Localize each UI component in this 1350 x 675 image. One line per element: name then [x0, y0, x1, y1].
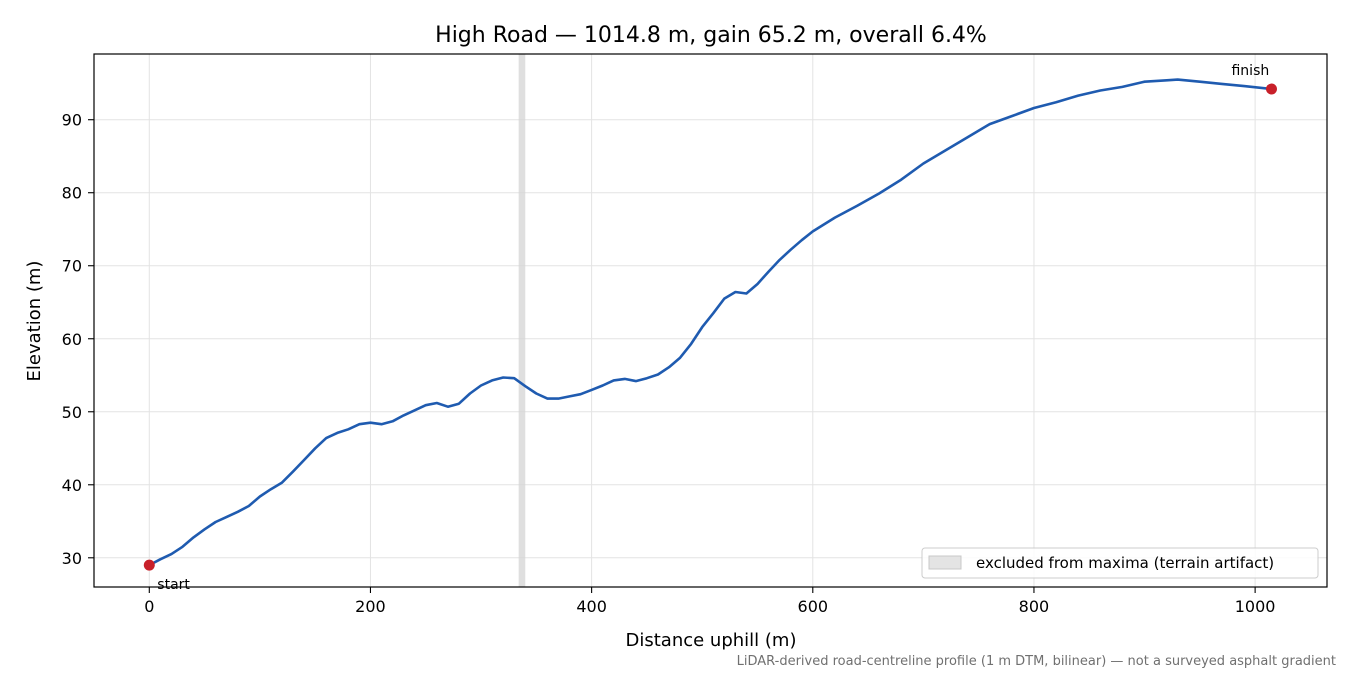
finish-marker [1265, 83, 1277, 95]
grid-lines [94, 54, 1327, 587]
y-tick-label: 90 [62, 111, 82, 130]
start-marker [143, 559, 155, 571]
chart-title: High Road — 1014.8 m, gain 65.2 m, overa… [435, 23, 987, 48]
y-tick-label: 50 [62, 403, 82, 422]
x-tick-label: 800 [1019, 597, 1050, 616]
legend: excluded from maxima (terrain artifact) [921, 547, 1319, 579]
x-tick-label: 600 [798, 597, 829, 616]
x-tick-label: 0 [144, 597, 154, 616]
footnote: LiDAR-derived road-centreline profile (1… [737, 654, 1336, 669]
x-axis-ticks: 0 200 400 600 800 1000 [144, 587, 1275, 616]
excluded-band [518, 54, 526, 587]
x-tick-label: 200 [355, 597, 386, 616]
y-tick-label: 80 [62, 184, 82, 203]
endpoint-markers: start finish [143, 63, 1277, 593]
y-tick-label: 40 [62, 476, 82, 495]
legend-box [921, 547, 1319, 579]
finish-label: finish [1231, 63, 1269, 79]
elevation-line [148, 78, 1272, 567]
x-axis-label: Distance uphill (m) [626, 630, 797, 651]
y-axis-ticks: 30 40 50 60 70 80 90 [62, 111, 94, 568]
plot-frame [93, 53, 1328, 588]
legend-swatch [928, 555, 962, 570]
y-tick-label: 60 [62, 330, 82, 349]
x-tick-label: 1000 [1235, 597, 1276, 616]
legend-label: excluded from maxima (terrain artifact) [976, 554, 1274, 572]
y-tick-label: 30 [62, 549, 82, 568]
x-tick-label: 400 [576, 597, 607, 616]
y-tick-label: 70 [62, 257, 82, 276]
start-label: start [157, 577, 190, 593]
y-axis-label: Elevation (m) [24, 261, 45, 382]
